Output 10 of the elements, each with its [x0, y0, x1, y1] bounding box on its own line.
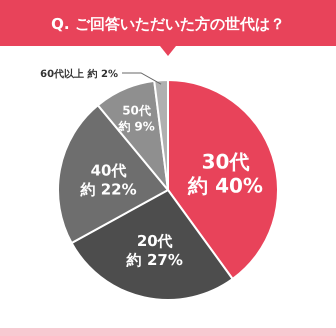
slice-label: 30代 [202, 149, 250, 174]
data-label: 約 40% [187, 173, 263, 198]
data-label: 約 27% [126, 251, 183, 270]
data-label: 約 22% [80, 180, 137, 199]
slice-label: 20代 [136, 232, 173, 250]
slice-label: 40代 [90, 162, 127, 180]
slice-label: 50代 [122, 103, 151, 118]
data-label: 約 9% [117, 119, 155, 134]
slice-label: 60代以上 約 2% [40, 68, 118, 80]
chart-title: Q. ご回答いただいた方の世代は？ [51, 15, 285, 33]
